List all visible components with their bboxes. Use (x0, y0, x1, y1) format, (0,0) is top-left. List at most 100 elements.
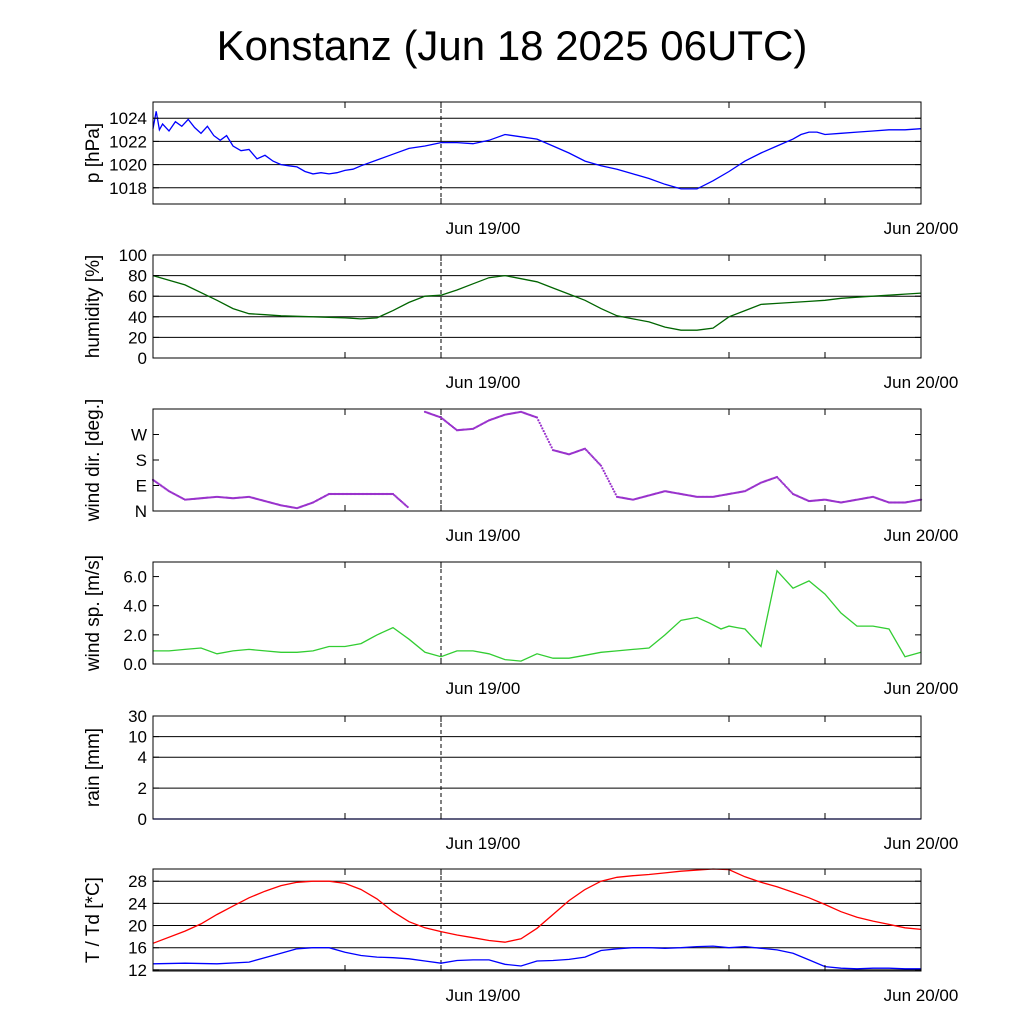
humidity-series-line-0 (152, 274, 922, 331)
wind_direction-point (603, 472, 607, 475)
temperature_dewpoint-frame (152, 868, 922, 972)
temperature_dewpoint-series-line-0 (152, 868, 922, 944)
wind_direction-point (606, 477, 609, 480)
pressure-frame (152, 101, 922, 205)
wind_direction-point (406, 505, 409, 509)
pressure-ylabel: p [hPa] (83, 123, 104, 183)
wind_direction-point (779, 480, 783, 483)
wind_direction-point (545, 435, 548, 438)
wind_speed-xtick-label: Jun 19/00 (446, 679, 521, 698)
rain-frame (152, 715, 922, 820)
pressure-ytick-label: 1024 (109, 109, 147, 128)
wind_direction-point (609, 482, 612, 485)
humidity-ytick-label: 20 (128, 328, 147, 347)
wind_direction-point (786, 487, 789, 490)
wind_direction-point (607, 480, 611, 483)
wind_direction-point (614, 493, 617, 496)
wind_direction-point (778, 478, 781, 481)
humidity-ytick-label: 0 (138, 349, 147, 368)
wind_speed-series-line-0 (153, 569, 922, 662)
humidity-ytick-label: 40 (128, 308, 147, 327)
temperature_dewpoint-ylabel: T / Td [*C] (83, 877, 104, 963)
pressure-series-line-0 (152, 111, 922, 190)
wind_direction-point (538, 421, 541, 425)
wind_direction-point (593, 457, 596, 460)
humidity-ylabel: humidity [%] (83, 255, 104, 358)
rain-ylabel: rain [mm] (83, 728, 104, 807)
rain-ytick-label: 4 (138, 748, 147, 767)
wind_direction-point (610, 485, 613, 488)
wind_direction-frame (152, 408, 922, 512)
wind_direction-point (613, 490, 616, 493)
rain-ytick-label: 2 (138, 779, 147, 798)
rain-ytick-label: 10 (128, 728, 147, 747)
wind_direction-point (547, 440, 551, 444)
wind_direction-ylabel: wind dir. [deg.] (83, 399, 104, 523)
wind_direction-ytick-label: E (136, 477, 147, 496)
wind_direction-point (550, 446, 553, 449)
wind_direction-point (597, 461, 600, 464)
wind_direction-point (537, 419, 540, 422)
pressure-ytick-label: 1018 (109, 179, 147, 198)
wind_direction-point (585, 448, 588, 452)
pressure-ytick-label: 1022 (109, 132, 147, 151)
wind_speed-ytick-label: 2.0 (123, 626, 147, 645)
wind_direction-point (782, 482, 785, 486)
wind_speed-ylabel: wind sp. [m/s] (83, 555, 104, 672)
chart-title: Konstanz (Jun 18 2025 06UTC) (216, 22, 808, 69)
wind_speed-xtick-label: Jun 20/00 (884, 679, 959, 698)
wind_direction-point (591, 456, 595, 459)
wind_direction-point (590, 454, 593, 457)
rain-ytick-label: 30 (128, 707, 147, 726)
wind_direction-xtick-label: Jun 19/00 (446, 526, 521, 545)
pressure-xtick-label: Jun 20/00 (884, 219, 959, 238)
wind_direction-point (601, 467, 604, 470)
wind_direction-point (549, 443, 552, 446)
wind_direction-point (543, 432, 547, 435)
temperature_dewpoint-series-line-1 (152, 945, 921, 970)
wind_speed-ytick-label: 4.0 (123, 597, 147, 616)
humidity-frame (152, 254, 922, 359)
wind_direction-point (542, 429, 545, 433)
humidity-ytick-label: 80 (128, 267, 147, 286)
wind_direction-point (599, 464, 603, 467)
wind_direction-point (539, 424, 543, 427)
wind_direction-point (586, 450, 589, 453)
temperature_dewpoint-ytick-label: 16 (128, 939, 147, 958)
wind_direction-point (535, 416, 539, 419)
wind_direction-point (583, 447, 587, 450)
wind_direction-point (790, 491, 793, 494)
wind_direction-point (594, 458, 597, 462)
wind_direction-point (785, 485, 788, 489)
temperature_dewpoint-ytick-label: 28 (128, 872, 147, 891)
pressure-ytick-label: 1020 (109, 156, 147, 175)
wind_direction-point (541, 427, 544, 430)
wind_direction-point (589, 453, 592, 456)
wind_direction-point (598, 463, 601, 466)
wind_direction-ytick-label: N (135, 502, 147, 521)
temperature_dewpoint-ytick-label: 20 (128, 917, 147, 936)
wind_direction-point (595, 460, 599, 463)
temperature_dewpoint-ytick-label: 24 (128, 894, 147, 913)
wind_speed-ytick-label: 0.0 (123, 655, 147, 674)
wind_direction-point (783, 484, 787, 487)
temperature_dewpoint-xtick-label: Jun 19/00 (446, 986, 521, 1005)
wind_direction-point (775, 475, 779, 479)
wind_direction-point (787, 488, 791, 491)
wind_direction-point (777, 477, 780, 480)
wind_direction-ytick-label: W (131, 426, 147, 445)
wind_direction-point (611, 487, 615, 491)
wind_speed-ytick-label: 6.0 (123, 568, 147, 587)
wind_direction-point (602, 469, 605, 472)
temperature_dewpoint-xtick-label: Jun 20/00 (884, 986, 959, 1005)
rain-xtick-label: Jun 19/00 (446, 834, 521, 853)
humidity-ytick-label: 100 (119, 246, 147, 265)
wind_direction-point (546, 438, 549, 441)
temperature_dewpoint-ytick-label: 12 (128, 961, 147, 980)
rain-xtick-label: Jun 20/00 (884, 834, 959, 853)
rain-ytick-label: 0 (138, 810, 147, 829)
wind_direction-point (605, 474, 608, 478)
wind_direction-point (587, 451, 591, 455)
wind_direction-ytick-label: S (136, 451, 147, 470)
